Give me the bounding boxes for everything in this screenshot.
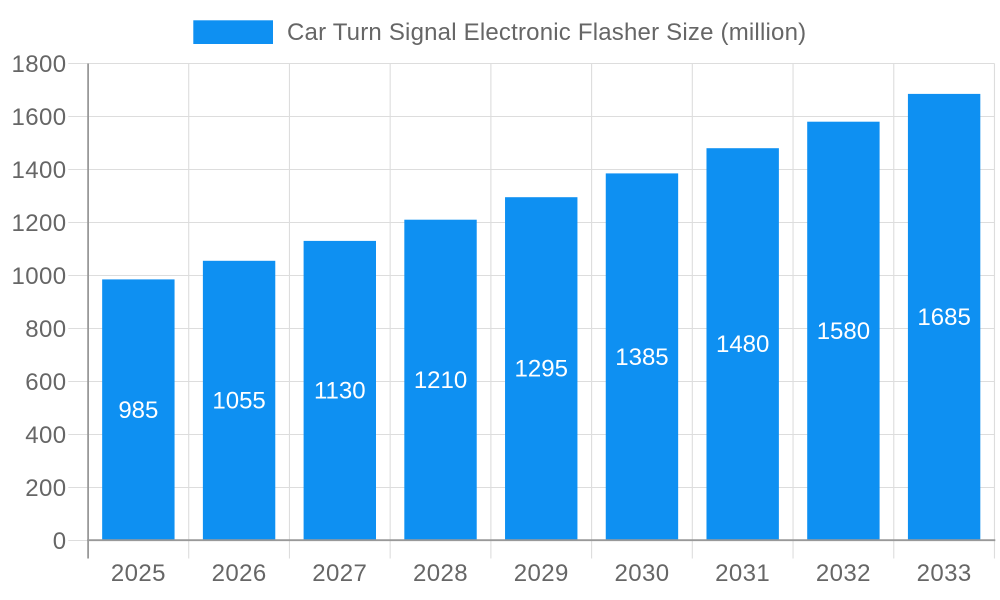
- svg-text:2028: 2028: [413, 560, 468, 587]
- svg-text:2033: 2033: [917, 560, 972, 587]
- svg-text:1295: 1295: [515, 356, 568, 383]
- svg-text:1000: 1000: [12, 263, 67, 290]
- svg-text:1400: 1400: [12, 157, 67, 184]
- svg-text:Car Turn Signal Electronic Fla: Car Turn Signal Electronic Flasher Size …: [287, 19, 806, 46]
- svg-text:1055: 1055: [212, 388, 265, 415]
- svg-text:1210: 1210: [414, 367, 467, 394]
- svg-text:1685: 1685: [917, 304, 970, 331]
- svg-text:2031: 2031: [715, 560, 770, 587]
- svg-text:2025: 2025: [111, 560, 166, 587]
- svg-text:2026: 2026: [212, 560, 267, 587]
- svg-text:0: 0: [53, 528, 67, 555]
- svg-text:2027: 2027: [312, 560, 367, 587]
- svg-text:2032: 2032: [816, 560, 871, 587]
- svg-text:1600: 1600: [12, 104, 67, 131]
- svg-text:400: 400: [25, 422, 66, 449]
- svg-text:1800: 1800: [12, 51, 67, 78]
- svg-text:2029: 2029: [514, 560, 569, 587]
- svg-text:600: 600: [25, 369, 66, 396]
- svg-text:2030: 2030: [614, 560, 669, 587]
- svg-text:1580: 1580: [817, 318, 870, 345]
- svg-text:200: 200: [25, 475, 66, 502]
- svg-text:1200: 1200: [12, 210, 67, 237]
- svg-text:1480: 1480: [716, 331, 769, 358]
- svg-text:800: 800: [25, 316, 66, 343]
- svg-text:985: 985: [118, 397, 158, 424]
- svg-text:1385: 1385: [615, 344, 668, 371]
- svg-text:1130: 1130: [314, 378, 366, 405]
